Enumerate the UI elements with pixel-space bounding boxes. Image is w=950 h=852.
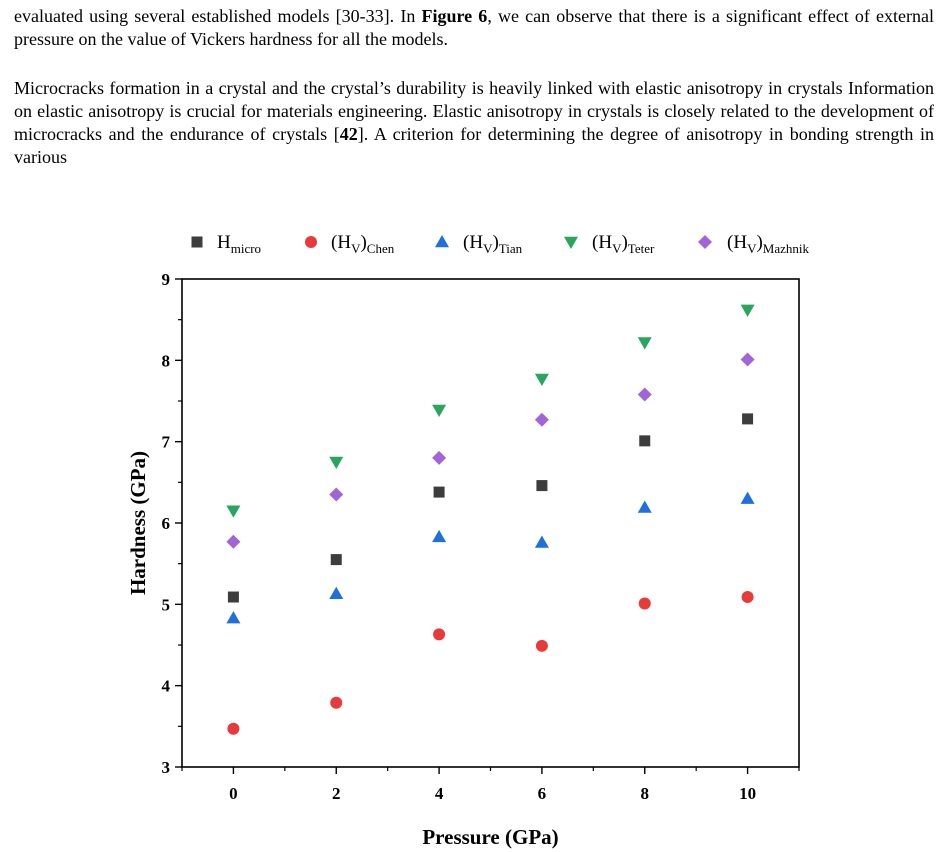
legend-marker-mazhnik [698,235,712,249]
citation-reference: 42 [339,124,358,144]
data-point-chen [227,722,240,735]
data-point-teter [740,304,755,317]
figure-reference: Figure 6 [421,6,488,26]
data-point-tian [637,500,652,513]
data-point-mazhnik [740,352,755,367]
x-tick-label: 8 [641,784,650,803]
legend-label-teter: (HV)Teter [592,232,655,256]
x-tick-label: 2 [332,784,341,803]
data-point-mazhnik [637,387,652,402]
data-point-chen [330,696,343,709]
data-point-tian [329,586,344,600]
x-tick-label: 4 [435,784,444,803]
x-tick-label: 10 [739,784,756,803]
paragraph-2: Microcracks formation in a crystal and t… [14,77,934,169]
data-point-tian [226,611,241,624]
data-point-tian [534,535,549,548]
p1-text-a: evaluated using several established mode… [14,6,422,26]
legend-label-micro: Hmicro [217,232,261,256]
data-point-chen [433,628,446,641]
p2-text-a: Microcracks formation in a crystal and t… [14,78,934,144]
legend-marker-chen [305,236,317,248]
paragraph-1: evaluated using several established mode… [14,5,934,51]
legend-label-chen: (HV)Chen [331,232,395,256]
data-point-micro [536,480,548,492]
data-point-chen [638,597,651,610]
data-point-micro [639,435,651,447]
data-point-mazhnik [534,412,549,427]
chart-legend: Hmicro (HV)Chen (HV)Tian (HV)Teter (HV)Mazhn… [191,232,809,256]
data-point-micro [742,413,754,425]
data-point-tian [432,529,447,543]
y-tick-label: 6 [162,514,171,533]
data-point-micro [433,486,445,498]
y-tick-label: 9 [162,270,171,289]
data-point-teter [329,456,344,469]
y-tick-label: 3 [162,758,171,777]
data-point-chen [741,591,754,604]
x-tick-label: 0 [229,784,238,803]
data-point-teter [432,404,447,417]
y-tick-label: 8 [162,351,171,370]
data-point-chen [535,639,548,652]
legend-label-tian: (HV)Tian [463,232,523,256]
x-axis-label: Pressure (GPa) [422,825,558,849]
y-tick-label: 4 [162,677,171,696]
plot-frame [181,278,800,768]
data-point-micro [227,591,239,603]
data-point-micro [330,554,342,566]
y-tick-label: 7 [162,433,171,452]
y-tick-label: 5 [162,595,171,614]
data-point-mazhnik [226,534,241,549]
hardness-chart: 0 2 4 6 8 10 3 4 5 6 7 8 9 Pressure (GPa) Hardness (GP… [126,270,800,849]
legend-marker-tian [435,235,449,248]
y-axis-label: Hardness (GPa) [126,451,150,595]
data-point-teter [534,373,549,387]
data-point-teter [637,337,652,350]
legend-label-mazhnik: (HV)Mazhnik [727,232,809,256]
data-point-tian [740,491,755,504]
p1-text-b: , we can observe that there is a signifi… [14,6,934,49]
legend-marker-micro [191,236,203,248]
data-point-mazhnik [329,487,344,502]
data-point-teter [226,505,241,518]
data-point-mazhnik [432,450,447,465]
legend-marker-teter [564,236,578,249]
p2-text-b: ]. A criterion for determining the degre… [14,124,934,167]
x-tick-label: 6 [538,784,547,803]
